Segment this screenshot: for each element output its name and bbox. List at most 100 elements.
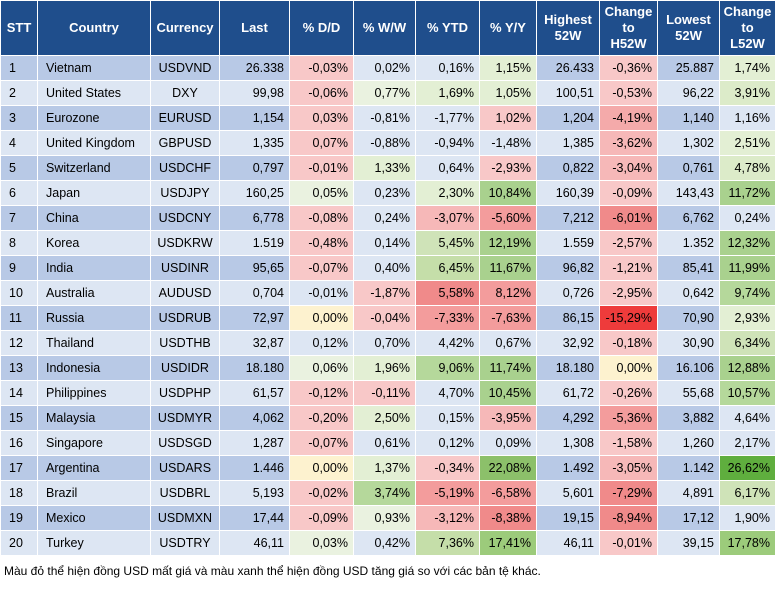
cell-lowest-52w: 85,41 [657,255,720,281]
cell-dd: 0,03% [289,105,354,131]
cell-ytd: -7,33% [415,305,480,331]
header-lowest-52w[interactable]: Lowest 52W [657,0,720,56]
cell-lowest-52w: 25.887 [657,55,720,81]
cell-country: Japan [37,180,151,206]
cell-stt: 19 [0,505,38,531]
cell-stt: 6 [0,180,38,206]
cell-ytd: -0,34% [415,455,480,481]
header-change-to-l52w[interactable]: Change to L52W [719,0,776,56]
table-row: 15 Malaysia USDMYR 4,062 -0,20% 2,50% 0,15% -3,… [0,405,776,431]
cell-yy: 1,02% [479,105,537,131]
cell-ytd: 9,06% [415,355,480,381]
cell-currency: USDINR [150,255,220,281]
cell-dd: 0,00% [289,305,354,331]
cell-dd: -0,07% [289,430,354,456]
cell-ytd: 0,16% [415,55,480,81]
cell-yy: 10,84% [479,180,537,206]
cell-yy: -6,58% [479,480,537,506]
cell-dd: -0,48% [289,230,354,256]
header-dd[interactable]: % D/D [289,0,354,56]
cell-country: Argentina [37,455,151,481]
table-row: 18 Brazil USDBRL 5,193 -0,02% 3,74% -5,19% -6,5… [0,480,776,506]
cell-change-to-h52w: -3,62% [599,130,658,156]
cell-last: 26.338 [219,55,290,81]
cell-ww: 0,42% [353,530,416,556]
cell-highest-52w: 1,385 [536,130,600,156]
cell-ww: 0,02% [353,55,416,81]
cell-country: Switzerland [37,155,151,181]
cell-change-to-h52w: -0,01% [599,530,658,556]
footnote: Màu đỏ thể hiện đồng USD mất giá và màu … [4,564,541,578]
cell-change-to-l52w: 2,93% [719,305,776,331]
table-row: 20 Turkey USDTRY 46,11 0,03% 0,42% 7,36% 17,41%… [0,530,776,556]
cell-ytd: 4,70% [415,380,480,406]
cell-dd: -0,06% [289,80,354,106]
cell-yy: 8,12% [479,280,537,306]
cell-lowest-52w: 30,90 [657,330,720,356]
cell-currency: USDVND [150,55,220,81]
cell-last: 6,778 [219,205,290,231]
cell-last: 72,97 [219,305,290,331]
cell-change-to-h52w: -5,36% [599,405,658,431]
cell-ww: -0,04% [353,305,416,331]
cell-stt: 17 [0,455,38,481]
cell-yy: -1,48% [479,130,537,156]
cell-change-to-l52w: 11,72% [719,180,776,206]
header-stt[interactable]: STT [0,0,38,56]
header-ytd[interactable]: % YTD [415,0,480,56]
cell-change-to-l52w: 1,90% [719,505,776,531]
table-row: 4 United Kingdom GBPUSD 1,335 0,07% -0,88% -0,… [0,130,776,156]
cell-lowest-52w: 1.352 [657,230,720,256]
cell-stt: 18 [0,480,38,506]
header-last[interactable]: Last [219,0,290,56]
cell-last: 5,193 [219,480,290,506]
table-row: 6 Japan USDJPY 160,25 0,05% 0,23% 2,30% 10,84% 1… [0,180,776,206]
cell-last: 1,154 [219,105,290,131]
cell-yy: -2,93% [479,155,537,181]
cell-dd: -0,12% [289,380,354,406]
cell-ytd: 7,36% [415,530,480,556]
header-ww[interactable]: % W/W [353,0,416,56]
cell-lowest-52w: 0,642 [657,280,720,306]
cell-dd: -0,01% [289,155,354,181]
cell-highest-52w: 0,822 [536,155,600,181]
cell-change-to-h52w: -0,36% [599,55,658,81]
cell-country: Singapore [37,430,151,456]
cell-stt: 16 [0,430,38,456]
cell-currency: USDMXN [150,505,220,531]
cell-currency: USDTRY [150,530,220,556]
cell-change-to-l52w: 12,88% [719,355,776,381]
cell-highest-52w: 18.180 [536,355,600,381]
cell-country: India [37,255,151,281]
cell-currency: USDIDR [150,355,220,381]
cell-last: 32,87 [219,330,290,356]
table-row: 11 Russia USDRUB 72,97 0,00% -0,04% -7,33% -7,6… [0,305,776,331]
cell-ytd: 0,64% [415,155,480,181]
cell-ww: 1,96% [353,355,416,381]
cell-country: Brazil [37,480,151,506]
header-yy[interactable]: % Y/Y [479,0,537,56]
cell-ww: 3,74% [353,480,416,506]
cell-dd: 0,07% [289,130,354,156]
cell-highest-52w: 19,15 [536,505,600,531]
header-currency[interactable]: Currency [150,0,220,56]
cell-change-to-h52w: -4,19% [599,105,658,131]
cell-last: 0,797 [219,155,290,181]
cell-highest-52w: 96,82 [536,255,600,281]
cell-yy: 11,67% [479,255,537,281]
cell-lowest-52w: 4,891 [657,480,720,506]
cell-change-to-h52w: -3,04% [599,155,658,181]
cell-stt: 12 [0,330,38,356]
cell-currency: EURUSD [150,105,220,131]
cell-highest-52w: 160,39 [536,180,600,206]
header-country[interactable]: Country [37,0,151,56]
table-row: 14 Philippines USDPHP 61,57 -0,12% -0,11% 4,70… [0,380,776,406]
header-change-to-h52w[interactable]: Change to H52W [599,0,658,56]
header-highest-52w[interactable]: Highest 52W [536,0,600,56]
cell-dd: 0,00% [289,455,354,481]
cell-ytd: 5,45% [415,230,480,256]
cell-change-to-l52w: 6,34% [719,330,776,356]
currency-table: STT Country Currency Last % D/D % W/W % … [0,0,776,556]
cell-change-to-l52w: 26,62% [719,455,776,481]
cell-ytd: 6,45% [415,255,480,281]
